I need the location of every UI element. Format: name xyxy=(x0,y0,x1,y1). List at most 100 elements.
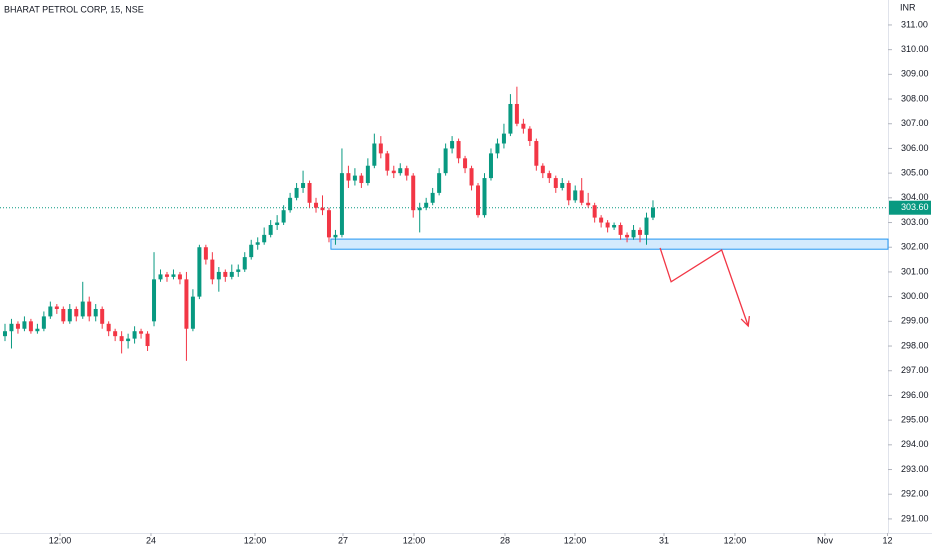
candle-body xyxy=(139,331,144,334)
candle-body xyxy=(359,175,364,184)
x-tick-label: 12:00 xyxy=(403,535,426,545)
candle-body xyxy=(501,133,506,144)
candle-body xyxy=(74,308,79,317)
candle-body xyxy=(22,321,27,329)
candle-body xyxy=(242,257,247,270)
candle-body xyxy=(255,242,260,245)
x-tick-label: 12:00 xyxy=(49,535,72,545)
candle-body xyxy=(430,192,435,203)
candle-body xyxy=(352,175,357,181)
candle-body xyxy=(644,217,649,235)
x-tick-label: 28 xyxy=(500,535,510,545)
candle-body xyxy=(514,103,519,124)
candle-body xyxy=(346,173,351,181)
candle-body xyxy=(540,165,545,174)
candle-body xyxy=(132,331,137,339)
candle-body xyxy=(385,153,390,171)
candle-body xyxy=(638,229,643,235)
y-tick-label: 300.00 xyxy=(901,291,929,301)
y-tick-label: 297.00 xyxy=(901,365,929,375)
candle-body xyxy=(527,128,532,142)
candle-body xyxy=(28,321,33,332)
x-tick-label: 12:00 xyxy=(724,535,747,545)
candle-body xyxy=(41,316,46,329)
y-tick-label: 303.00 xyxy=(901,217,929,227)
candle-body xyxy=(469,168,474,186)
candle-body xyxy=(113,331,118,337)
candle-body xyxy=(35,328,40,332)
y-tick-label: 306.00 xyxy=(901,143,929,153)
y-tick-label: 307.00 xyxy=(901,118,929,128)
candle-body xyxy=(495,143,500,154)
candle-body xyxy=(268,225,273,235)
candle-body xyxy=(566,183,571,201)
candle-body xyxy=(145,333,150,347)
y-tick-label: 298.00 xyxy=(901,340,929,350)
candle-body xyxy=(625,234,630,238)
y-tick-label: 311.00 xyxy=(901,19,928,29)
candle-body xyxy=(2,331,7,337)
candle-body xyxy=(534,141,539,166)
candle-body xyxy=(216,271,221,280)
candle-body xyxy=(294,187,299,198)
candle-body xyxy=(262,234,267,243)
support-zone xyxy=(330,238,889,250)
candle-body xyxy=(177,274,182,280)
candle-body xyxy=(417,207,422,211)
candle-body xyxy=(158,274,163,280)
candle-body xyxy=(521,123,526,129)
candle-body xyxy=(424,202,429,208)
y-tick-label: 296.00 xyxy=(901,390,929,400)
candle-body xyxy=(547,173,552,179)
candle-body xyxy=(229,271,234,277)
candle-body xyxy=(236,269,241,272)
candle-body xyxy=(100,308,105,324)
candle-body xyxy=(307,183,312,203)
candle-body xyxy=(488,153,493,179)
candle-body xyxy=(476,185,481,216)
candle-body xyxy=(553,178,558,188)
x-tick-label: 27 xyxy=(338,535,348,545)
currency-label: INR xyxy=(900,2,916,12)
candle-body xyxy=(164,274,169,277)
candle-body xyxy=(54,306,59,309)
candle-body xyxy=(203,247,208,260)
y-tick-label: 308.00 xyxy=(901,93,929,103)
y-tick-label: 295.00 xyxy=(901,415,929,425)
candle-body xyxy=(184,279,189,329)
candle-body xyxy=(631,229,636,238)
candle-body xyxy=(275,222,280,226)
candle-body xyxy=(437,173,442,193)
candle-body xyxy=(171,274,176,277)
x-tick-label: 12 xyxy=(883,535,893,545)
x-tick-label: 24 xyxy=(146,535,156,545)
candle-body xyxy=(87,301,92,317)
candle-body xyxy=(9,323,14,332)
candle-body xyxy=(288,197,293,211)
candle-body xyxy=(80,301,85,317)
x-tick-label: 31 xyxy=(659,535,669,545)
candle-body xyxy=(106,323,111,332)
candle-body xyxy=(301,183,306,188)
candle-body xyxy=(210,259,215,280)
candle-body xyxy=(48,306,53,317)
candle-body xyxy=(339,173,344,235)
candle-body xyxy=(618,225,623,235)
candle-body xyxy=(508,103,513,134)
last-price-badge xyxy=(889,200,931,215)
y-tick-label: 294.00 xyxy=(901,439,929,449)
candle-body xyxy=(463,158,468,169)
arrow-drawing xyxy=(659,247,749,327)
x-tick-label: 12:00 xyxy=(244,535,267,545)
y-tick-label: 291.00 xyxy=(901,513,929,523)
candle-body xyxy=(456,141,461,159)
candle-body xyxy=(372,143,377,166)
candle-body xyxy=(93,308,98,317)
candle-body xyxy=(411,175,416,211)
last-price-label: 303.60 xyxy=(901,202,929,212)
candle-body xyxy=(126,338,131,342)
candle-body xyxy=(443,148,448,174)
candle-body xyxy=(404,168,409,176)
